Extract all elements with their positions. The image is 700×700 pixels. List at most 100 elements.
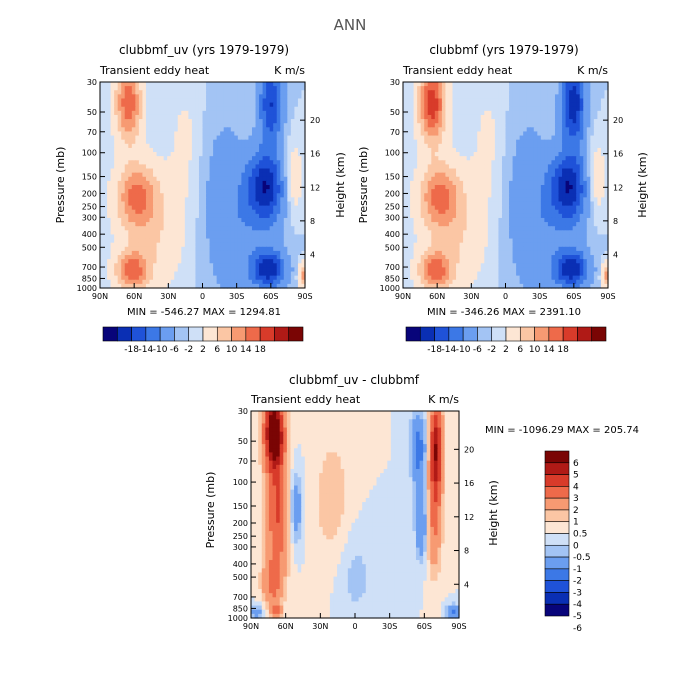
- heatmap-cell: [420, 156, 425, 161]
- heatmap-cell: [142, 267, 147, 273]
- heatmap-cell: [259, 131, 264, 137]
- heatmap-cell: [505, 156, 510, 161]
- heatmap-cell: [597, 168, 602, 174]
- heatmap-cell: [160, 205, 165, 211]
- heatmap-cell: [244, 250, 250, 256]
- heatmap-cell: [459, 168, 464, 174]
- heatmap-cell: [100, 143, 105, 149]
- heatmap-cell: [142, 98, 147, 104]
- heatmap-cell: [283, 147, 288, 153]
- heatmap-cell: [244, 164, 250, 170]
- heatmap-cell: [251, 267, 257, 273]
- heatmap-cell: [223, 205, 228, 211]
- heatmap-cell: [244, 259, 250, 264]
- heatmap-cell: [537, 102, 542, 108]
- heatmap-cell: [206, 259, 211, 264]
- heatmap-cell: [124, 110, 129, 116]
- heatmap-cell: [501, 143, 507, 149]
- heatmap-cell: [463, 94, 468, 100]
- heatmap-cell: [554, 180, 560, 186]
- heatmap-cell: [533, 160, 538, 165]
- heatmap-cell: [283, 226, 288, 231]
- heatmap-cell: [473, 131, 478, 137]
- heatmap-cell: [103, 250, 108, 256]
- heatmap-cell: [237, 168, 242, 174]
- heatmap-cell: [463, 213, 468, 219]
- heatmap-cell: [114, 238, 119, 244]
- heatmap-cell: [241, 267, 246, 273]
- heatmap-cell: [244, 94, 250, 100]
- heatmap-cell: [220, 283, 225, 289]
- heatmap-cell: [184, 82, 189, 87]
- heatmap-cell: [198, 156, 204, 161]
- heatmap-cell: [413, 139, 418, 145]
- heatmap-cell: [114, 156, 119, 161]
- heatmap-cell: [301, 123, 306, 128]
- heatmap-cell: [505, 90, 510, 95]
- heatmap-cell: [283, 205, 288, 211]
- heatmap-cell: [188, 275, 193, 281]
- heatmap-cell: [174, 242, 179, 248]
- heatmap-cell: [145, 119, 151, 124]
- heatmap-cell: [477, 172, 482, 178]
- heatmap-cell: [103, 193, 108, 198]
- heatmap-cell: [121, 222, 126, 227]
- heatmap-cell: [420, 94, 425, 100]
- heatmap-cell: [547, 164, 553, 170]
- heatmap-cell: [583, 90, 588, 95]
- heatmap-cell: [294, 172, 299, 178]
- heatmap-cell: [473, 139, 478, 145]
- heatmap-cell: [526, 131, 531, 137]
- heatmap-cell: [195, 119, 200, 124]
- heatmap-cell: [269, 180, 274, 186]
- heatmap-cell: [198, 234, 204, 240]
- heatmap-cell: [223, 189, 228, 194]
- heatmap-cell: [110, 110, 115, 116]
- heatmap-cell: [509, 217, 514, 223]
- heatmap-cell: [110, 102, 115, 108]
- heatmap-cell: [491, 197, 496, 203]
- heatmap-cell: [509, 139, 514, 145]
- heatmap-cell: [583, 160, 588, 165]
- heatmap-cell: [463, 123, 468, 128]
- heatmap-cell: [100, 217, 105, 223]
- heatmap-cell: [604, 180, 609, 186]
- heatmap-cell: [413, 209, 418, 215]
- heatmap-cell: [434, 135, 439, 141]
- heatmap-cell: [456, 205, 461, 211]
- heatmap-cell: [593, 102, 598, 108]
- heatmap-cell: [107, 197, 112, 203]
- heatmap-cell: [586, 135, 591, 141]
- heatmap-cell: [523, 176, 528, 182]
- heatmap-cell: [227, 164, 232, 170]
- heatmap-cell: [117, 185, 122, 190]
- heatmap-cell: [259, 283, 264, 289]
- heatmap-cell: [100, 209, 105, 215]
- heatmap-cell: [593, 143, 598, 149]
- heatmap-cell: [266, 259, 271, 264]
- heatmap-cell: [138, 135, 144, 141]
- heatmap-cell: [600, 135, 606, 141]
- heatmap-cell: [494, 172, 500, 178]
- heatmap-cell: [198, 193, 204, 198]
- heatmap-cell: [216, 242, 221, 248]
- heatmap-cell: [600, 147, 606, 153]
- heatmap-cell: [463, 139, 468, 145]
- heatmap-cell: [195, 238, 200, 244]
- heatmap-cell: [167, 230, 172, 236]
- heatmap-cell: [473, 123, 478, 128]
- heatmap-cell: [198, 271, 204, 277]
- heatmap-cell: [195, 168, 200, 174]
- heatmap-cell: [266, 205, 271, 211]
- heatmap-cell: [198, 242, 204, 248]
- heatmap-cell: [121, 143, 126, 149]
- heatmap-cell: [156, 222, 161, 227]
- heatmap-cell: [480, 185, 485, 190]
- heatmap-cell: [184, 139, 189, 145]
- heatmap-cell: [156, 213, 161, 219]
- heatmap-cell: [406, 205, 411, 211]
- heatmap-cell: [234, 213, 239, 219]
- heatmap-cell: [512, 193, 517, 198]
- heatmap-cell: [259, 209, 264, 215]
- heatmap-cell: [452, 106, 457, 112]
